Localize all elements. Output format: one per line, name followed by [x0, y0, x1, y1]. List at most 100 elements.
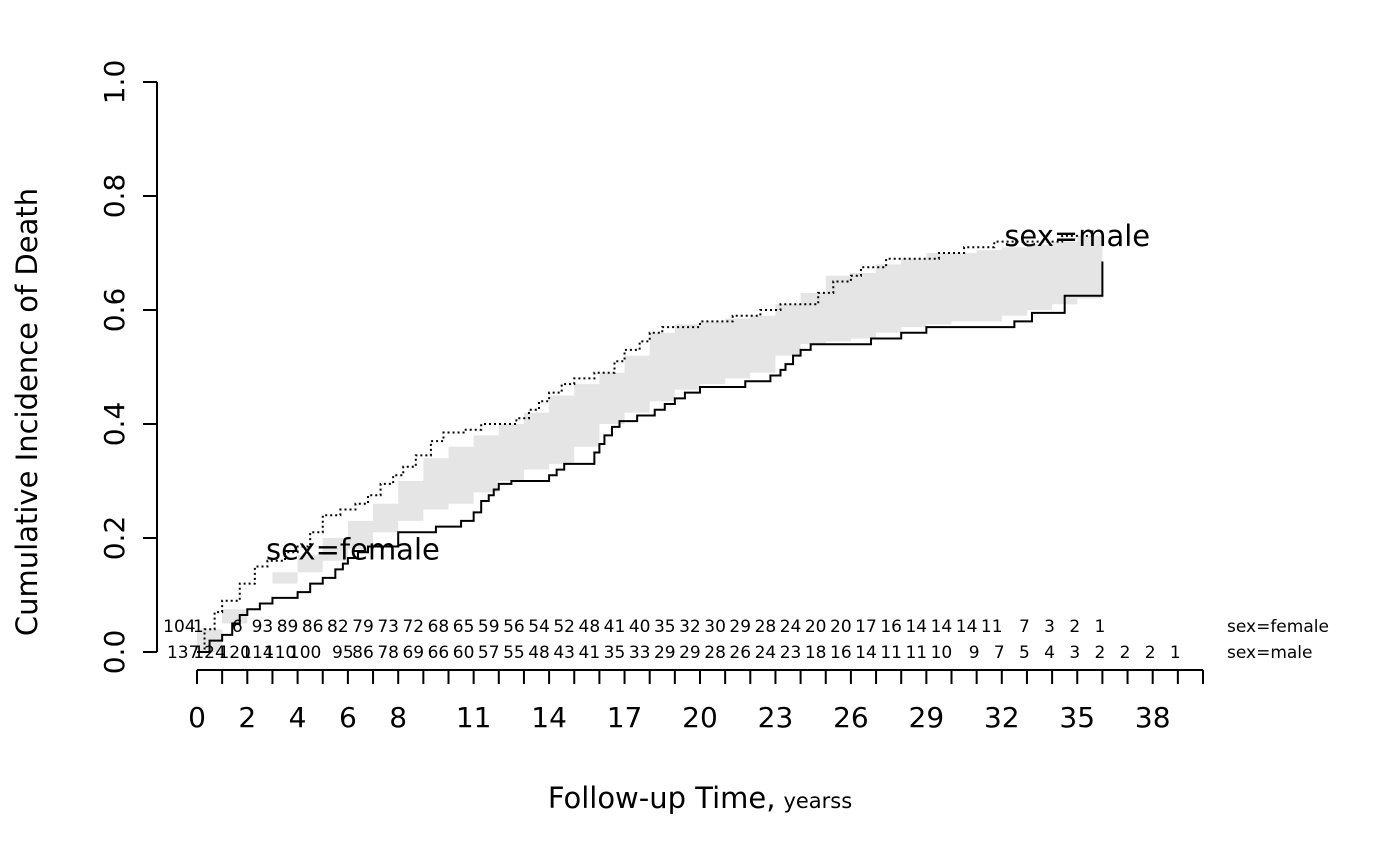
risk-count: 120 [218, 643, 250, 663]
risk-count: 1 [1170, 643, 1181, 663]
x-tick-label: 26 [833, 701, 869, 734]
risk-count: 104 [163, 617, 195, 637]
curve-labels: sex=female sex=male [266, 219, 1150, 567]
x-tick-label: 11 [456, 701, 492, 734]
y-tick-label: 0.8 [98, 174, 131, 219]
x-tick-label: 14 [531, 701, 567, 734]
risk-count: 78 [377, 643, 399, 663]
risk-count: 48 [528, 643, 550, 663]
risk-count: 33 [629, 643, 651, 663]
y-axis-label: Cumulative Incidence of Death [10, 188, 44, 636]
risk-count: 6 [232, 617, 243, 637]
risk-count: 14 [905, 617, 927, 637]
y-tick-label: 1.0 [98, 60, 131, 105]
risk-count: 23 [780, 643, 802, 663]
risk-count: 9 [969, 643, 980, 663]
y-tick-label: 0.2 [98, 516, 131, 561]
risk-count: 86 [302, 617, 324, 637]
risk-count: 26 [729, 643, 751, 663]
risk-count: 2 [1120, 643, 1131, 663]
curve-label-female: sex=female [266, 532, 440, 566]
risk-count: 2 [1094, 643, 1105, 663]
risk-row-label-male: sex=male [1227, 643, 1312, 663]
curve-label-male: sex=male [1004, 219, 1150, 253]
risk-count: 14 [855, 643, 877, 663]
risk-count: 20 [830, 617, 852, 637]
x-tick-label: 8 [389, 701, 407, 734]
risk-count: 95 [332, 643, 354, 663]
risk-count: 52 [553, 617, 575, 637]
series-layer [197, 227, 1104, 653]
y-tick-label: 0.4 [98, 402, 131, 447]
risk-count: 3 [1069, 643, 1080, 663]
risk-count: 86 [352, 643, 374, 663]
risk-row-label-female: sex=female [1227, 617, 1329, 637]
x-tick-label: 35 [1059, 701, 1095, 734]
risk-count: 28 [704, 643, 726, 663]
risk-count: 4 [1044, 643, 1055, 663]
risk-count: 14 [931, 617, 953, 637]
risk-count: 93 [252, 617, 274, 637]
risk-count: 1 [193, 617, 204, 637]
risk-count: 17 [855, 617, 877, 637]
risk-count: 89 [277, 617, 299, 637]
risk-count: 30 [704, 617, 726, 637]
risk-count: 16 [830, 643, 852, 663]
risk-count: 57 [478, 643, 500, 663]
x-tick-label: 23 [758, 701, 794, 734]
risk-count: 35 [654, 617, 676, 637]
risk-count: 56 [503, 617, 525, 637]
x-axis-label: Follow-up Time, yearss [548, 781, 852, 815]
risk-count: 114 [241, 643, 273, 663]
series-line-female [197, 261, 1104, 653]
risk-count: 100 [289, 643, 321, 663]
risk-count: 110 [264, 643, 296, 663]
risk-count: 11 [981, 617, 1003, 637]
risk-count: 29 [679, 643, 701, 663]
risk-count: 66 [428, 643, 450, 663]
risk-count: 41 [604, 617, 626, 637]
x-tick-label: 32 [984, 701, 1020, 734]
risk-count: 60 [453, 643, 475, 663]
risk-count: 10 [931, 643, 953, 663]
risk-count: 20 [805, 617, 827, 637]
risk-count: 82 [327, 617, 349, 637]
risk-count: 55 [503, 643, 525, 663]
risk-count: 40 [629, 617, 651, 637]
risk-count: 65 [453, 617, 475, 637]
risk-count: 28 [755, 617, 777, 637]
x-tick-label: 6 [339, 701, 357, 734]
risk-count: 41 [579, 643, 601, 663]
risk-count: 11 [880, 643, 902, 663]
risk-count: 43 [553, 643, 575, 663]
risk-count: 48 [579, 617, 601, 637]
risk-count: 73 [377, 617, 399, 637]
risk-count: 32 [679, 617, 701, 637]
risk-count: 29 [729, 617, 751, 637]
risk-count: 2 [1069, 617, 1080, 637]
y-axis: 0.0 0.2 0.4 0.6 0.8 1.0 [98, 60, 158, 675]
x-axis: 0 2 4 6 8 11 14 17 20 23 26 29 32 35 38 [188, 669, 1204, 734]
risk-count: 24 [755, 643, 777, 663]
risk-count: 7 [1019, 617, 1030, 637]
risk-count: 35 [604, 643, 626, 663]
risk-count: 79 [352, 617, 374, 637]
confidence-band [197, 230, 1103, 652]
risk-count: 54 [528, 617, 550, 637]
risk-count: 137 [167, 643, 199, 663]
risk-count: 69 [402, 643, 424, 663]
risk-count: 16 [880, 617, 902, 637]
y-tick-label: 0.0 [98, 630, 131, 675]
x-tick-label: 0 [188, 701, 206, 734]
x-tick-label: 2 [238, 701, 256, 734]
risk-count: 3 [1044, 617, 1055, 637]
x-tick-label: 38 [1135, 701, 1171, 734]
x-tick-label: 20 [682, 701, 718, 734]
risk-count: 24 [780, 617, 802, 637]
risk-count: 2 [1145, 643, 1156, 663]
risk-count: 124 [193, 643, 225, 663]
risk-count: 11 [905, 643, 927, 663]
confidence-band-layer [197, 230, 1103, 652]
